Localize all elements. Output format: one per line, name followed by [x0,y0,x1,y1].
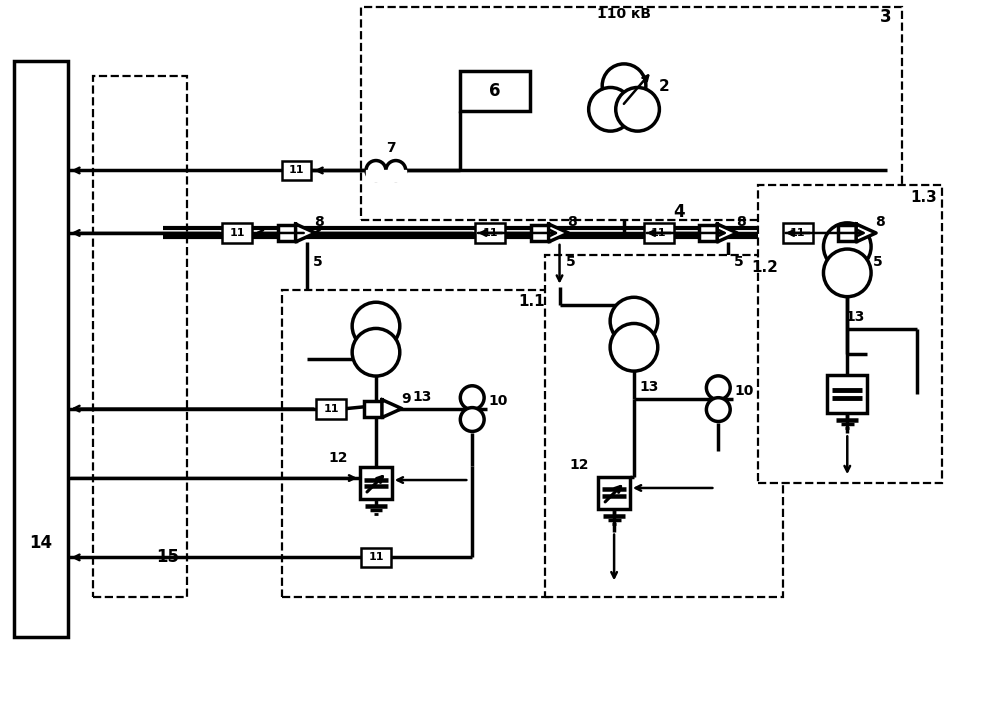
Text: 14: 14 [30,533,53,551]
Text: 11: 11 [229,228,245,238]
Polygon shape [856,224,876,242]
Circle shape [823,223,871,271]
Circle shape [460,386,484,410]
Bar [316,398,346,418]
Polygon shape [549,224,568,242]
Text: 6: 6 [489,82,501,100]
Bar [278,225,296,241]
Text: 1.3: 1.3 [910,191,937,206]
Text: 11: 11 [790,228,805,238]
Polygon shape [296,224,315,242]
Bar [758,186,942,483]
Circle shape [589,88,632,131]
Text: 11: 11 [651,228,667,238]
Text: 2: 2 [659,79,670,94]
Bar [475,223,505,243]
Bar [93,76,187,597]
Circle shape [706,398,730,421]
Circle shape [386,161,406,181]
Text: 5: 5 [734,255,744,268]
Bar [364,401,382,416]
Text: 15: 15 [156,548,179,566]
Text: 12: 12 [329,451,348,466]
Text: 1.2: 1.2 [751,260,778,275]
Bar [531,225,549,241]
Text: 5: 5 [312,255,322,268]
Circle shape [366,161,386,181]
Bar [827,375,867,413]
Text: 8: 8 [736,215,746,229]
Text: 11: 11 [289,166,304,176]
Text: 110 кВ: 110 кВ [597,6,651,21]
Text: 5: 5 [873,255,883,268]
Text: 11: 11 [324,403,339,413]
Text: 8: 8 [568,215,577,229]
Circle shape [706,376,730,400]
Bar [545,255,783,597]
Text: 13: 13 [846,311,865,324]
Bar [644,223,674,243]
Text: 13: 13 [639,380,659,393]
Text: 4: 4 [673,203,684,221]
Text: 9: 9 [401,392,411,406]
Circle shape [352,328,400,376]
Text: 13: 13 [413,390,432,403]
Bar [14,61,68,637]
Bar [598,477,630,509]
Circle shape [610,323,658,371]
Bar [282,290,550,597]
Circle shape [823,249,871,297]
Polygon shape [717,224,737,242]
Bar [222,223,252,243]
Circle shape [460,408,484,431]
Text: 7: 7 [386,141,396,155]
Text: 11: 11 [482,228,498,238]
Bar [783,223,813,243]
Circle shape [602,64,646,108]
Text: 3: 3 [880,8,892,26]
Bar [361,6,902,220]
Text: 5: 5 [565,255,575,268]
Text: 10: 10 [488,393,507,408]
Circle shape [610,297,658,345]
Bar [282,161,311,181]
Bar [699,225,717,241]
Text: 11: 11 [368,553,384,563]
Circle shape [616,88,659,131]
Bar [361,548,391,568]
Text: 8: 8 [875,215,885,229]
Polygon shape [366,171,406,181]
Text: 12: 12 [570,458,589,472]
Polygon shape [382,400,402,418]
Bar [360,467,392,499]
Text: 1.1: 1.1 [518,294,545,309]
Bar [460,71,530,111]
Circle shape [352,302,400,350]
Bar [838,225,856,241]
Text: 8: 8 [315,215,324,229]
Text: 10: 10 [734,383,754,398]
